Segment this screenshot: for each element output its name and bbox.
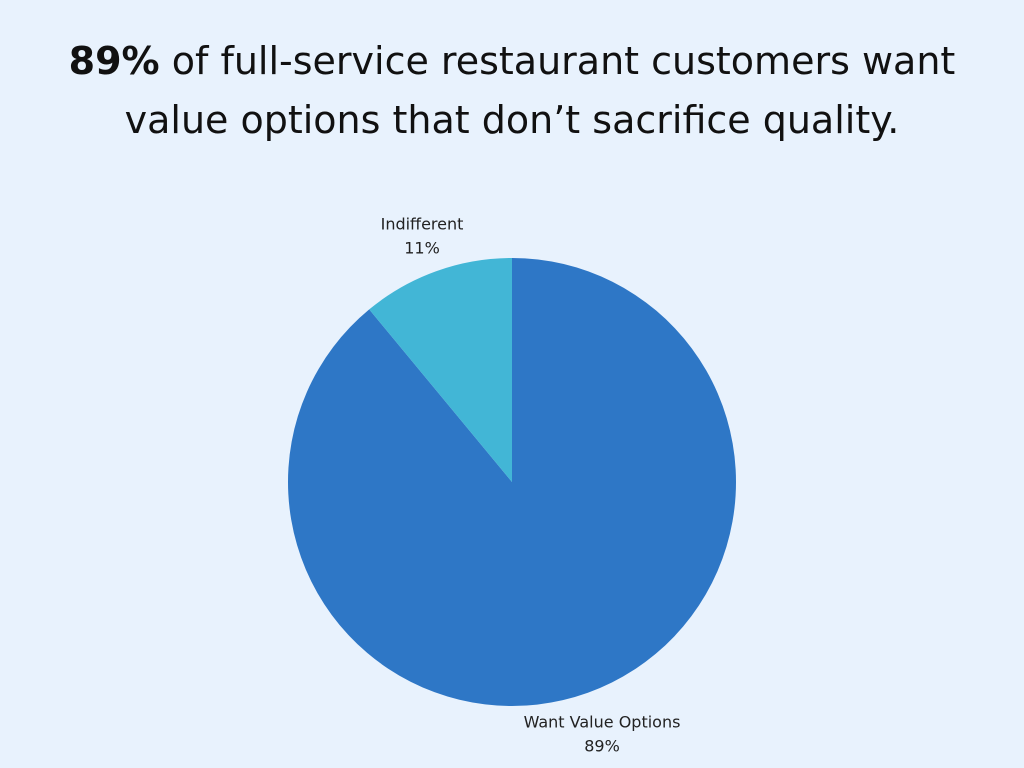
slice-value-label: 11% bbox=[404, 239, 440, 258]
title-text: of full-service restaurant customers wan… bbox=[124, 39, 956, 142]
slice-label: Want Value Options bbox=[524, 713, 681, 732]
chart-title: 89% of full-service restaurant customers… bbox=[60, 32, 964, 150]
pie-slice bbox=[369, 258, 512, 482]
slice-value-label: 89% bbox=[584, 737, 620, 756]
title-emphasis: 89% bbox=[68, 39, 160, 83]
slice-label: Indifferent bbox=[381, 215, 464, 234]
